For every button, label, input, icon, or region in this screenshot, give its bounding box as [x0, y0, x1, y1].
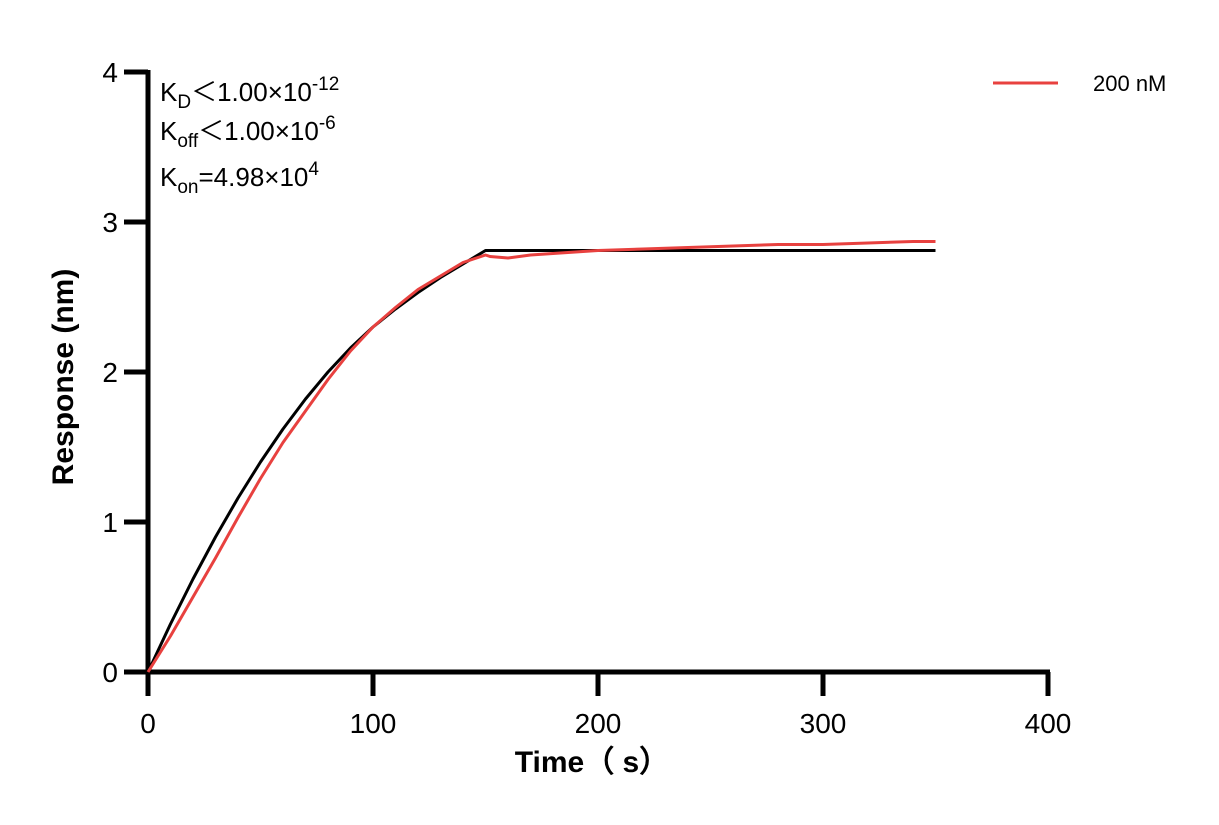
koff-annotation: Koff＜1.00×10-6 — [160, 113, 336, 152]
x-tick-label: 0 — [140, 708, 156, 739]
legend: 200 nM — [993, 71, 1166, 96]
y-tick-label: 0 — [102, 657, 118, 688]
series-layer — [146, 240, 936, 673]
kd-annotation: KD＜1.00×10-12 — [160, 74, 339, 113]
fit-curve-line — [146, 249, 936, 673]
x-axis-title: Time（ s） — [515, 745, 670, 779]
kon-annotation: Kon=4.98×104 — [160, 159, 319, 198]
y-ticks: 0 1 2 3 4 — [102, 57, 148, 688]
legend-label-200nm: 200 nM — [1093, 71, 1166, 96]
y-tick-label: 3 — [102, 207, 118, 238]
y-axis-title: Response (nm) — [47, 269, 80, 486]
y-tick-label: 1 — [102, 507, 118, 538]
x-tick-label: 400 — [1025, 708, 1072, 739]
y-tick-label: 4 — [102, 57, 118, 88]
x-ticks: 0 100 200 300 400 — [140, 672, 1071, 739]
x-tick-label: 200 — [575, 708, 622, 739]
series-line-200nm — [146, 240, 936, 673]
y-tick-label: 2 — [102, 357, 118, 388]
x-tick-label: 300 — [800, 708, 847, 739]
x-tick-label: 100 — [350, 708, 397, 739]
